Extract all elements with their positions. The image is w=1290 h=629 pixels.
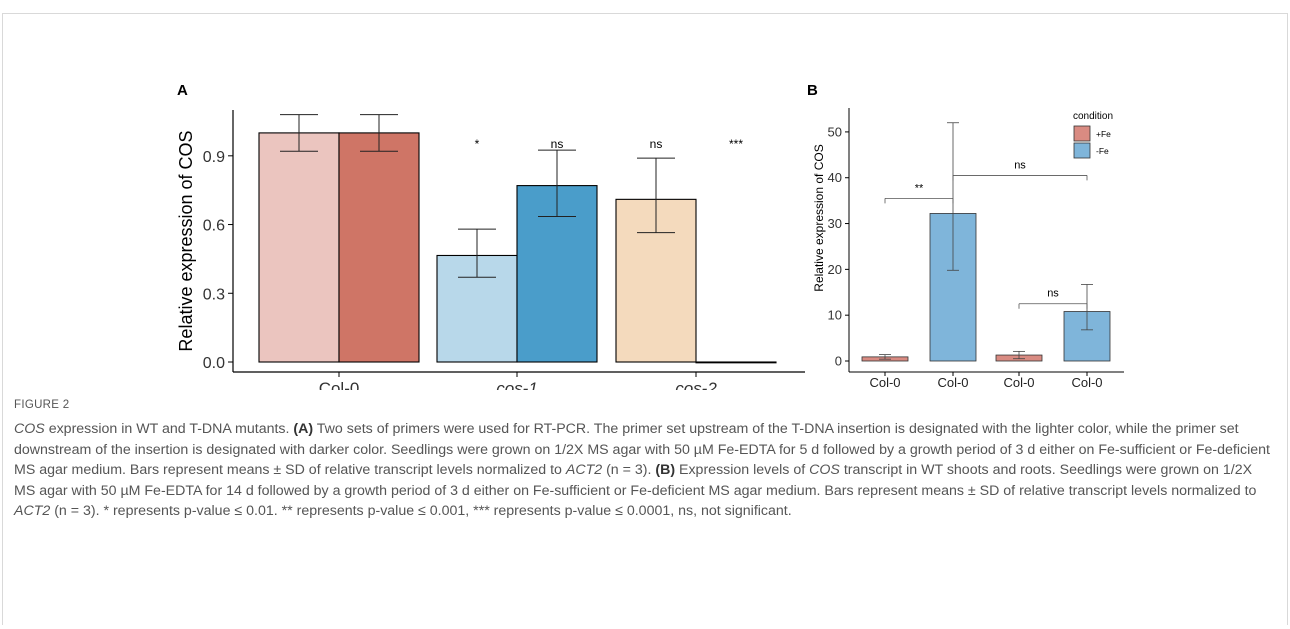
legend-label: +Fe <box>1096 129 1111 139</box>
significance-label-a: * <box>475 137 480 151</box>
caption-run: Two sets of primers were used for RT-PCR… <box>14 421 1270 478</box>
bar-a <box>338 132 420 363</box>
caption-run: (B) <box>655 462 676 478</box>
significance-label-a: *** <box>729 137 743 151</box>
y-tick-label-b: 20 <box>828 262 842 277</box>
caption-run: (n = 3). * represents p-value ≤ 0.01. **… <box>50 503 792 519</box>
caption-text: COS expression in WT and T-DNA mutants. … <box>14 419 1276 522</box>
significance-label-a: ns <box>551 137 564 151</box>
significance-label-a: ns <box>650 137 663 151</box>
legend-label: -Fe <box>1096 146 1109 156</box>
caption-run: transcript in WT shoots and roots. Seedl… <box>14 462 1257 499</box>
y-tick-label-a: 0.0 <box>203 355 225 372</box>
panel-label-a: A <box>177 82 188 99</box>
y-axis-title-a: Relative expression of COS <box>176 130 196 351</box>
x-tick-label-b: Col-0 <box>1003 375 1034 390</box>
y-tick-label-b: 30 <box>828 216 842 231</box>
comparison-label-b: ** <box>915 182 924 194</box>
y-tick-label-b: 50 <box>828 124 842 139</box>
comparison-label-b: ns <box>1047 288 1059 300</box>
figure-frame <box>2 13 1288 625</box>
x-tick-label-a: cos-2 <box>675 379 717 390</box>
figure-caption: FIGURE 2 COS expression in WT and T-DNA … <box>14 399 1276 522</box>
x-tick-label-b: Col-0 <box>1071 375 1102 390</box>
y-tick-label-b: 10 <box>828 308 842 323</box>
caption-run: ACT2 <box>14 503 51 519</box>
legend-swatch <box>1073 142 1091 159</box>
y-tick-label-a: 0.9 <box>203 149 225 166</box>
bar-a <box>695 361 777 364</box>
figure-charts: A 0.0 0.3 0.6 0.9 Relative expression of COS C… <box>176 82 1124 390</box>
legend-title: condition <box>1073 111 1113 122</box>
x-tick-label-b: Col-0 <box>869 375 900 390</box>
x-tick-label-a: cos-1 <box>496 379 538 390</box>
caption-run: COS <box>809 462 840 478</box>
figure-label: FIGURE 2 <box>14 399 70 411</box>
panel-a: A 0.0 0.3 0.6 0.9 Relative expression of COS C… <box>176 82 805 390</box>
y-axis-title-b: Relative expression of COS <box>812 144 826 291</box>
bar-a <box>436 254 518 363</box>
panel-label-b: B <box>807 82 818 99</box>
caption-run: ACT2 <box>565 462 603 478</box>
caption-run: Expression levels of <box>675 462 810 478</box>
caption-run: (n = 3). <box>602 462 656 478</box>
caption-run: COS <box>14 421 45 437</box>
caption-run: expression in WT and T-DNA mutants. <box>44 421 294 437</box>
bar-a <box>258 132 340 363</box>
y-tick-label-a: 0.3 <box>203 286 225 303</box>
y-tick-label-a: 0.6 <box>203 218 225 235</box>
x-tick-label-a: Col-0 <box>319 379 360 390</box>
legend-swatch <box>1073 125 1091 142</box>
comparison-label-b: ns <box>1014 159 1026 171</box>
caption-run: (A) <box>293 421 314 437</box>
x-tick-label-b: Col-0 <box>937 375 968 390</box>
y-tick-label-b: 40 <box>828 170 842 185</box>
y-tick-label-b: 0 <box>835 354 842 369</box>
legend-b: condition +Fe -Fe <box>1073 111 1113 159</box>
